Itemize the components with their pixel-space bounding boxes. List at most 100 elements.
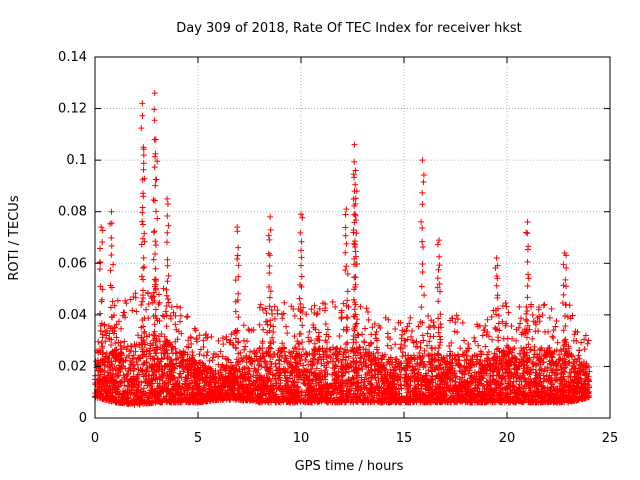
roti-point <box>308 306 315 313</box>
roti-point <box>495 320 502 327</box>
roti-point <box>278 348 285 355</box>
roti-point <box>312 326 319 333</box>
roti-point <box>364 308 371 315</box>
roti-point <box>121 382 128 389</box>
roti-point <box>411 378 418 385</box>
data-points <box>92 90 593 408</box>
roti-point <box>456 375 463 382</box>
roti-point <box>359 331 366 338</box>
roti-point <box>256 304 263 311</box>
roti-point <box>177 318 184 325</box>
roti-point <box>475 369 482 376</box>
roti-point <box>161 313 168 320</box>
roti-point <box>257 301 264 308</box>
roti-point <box>340 300 347 307</box>
roti-point <box>553 317 560 324</box>
roti-point <box>508 322 515 329</box>
roti-point <box>392 341 399 348</box>
roti-point <box>256 321 263 328</box>
roti-point <box>585 364 592 371</box>
roti-point <box>415 369 422 376</box>
roti-point <box>576 355 583 362</box>
roti-point <box>547 391 554 398</box>
roti-point <box>527 346 534 353</box>
roti-point <box>242 343 249 350</box>
roti-point <box>136 371 143 378</box>
roti-point <box>399 349 406 356</box>
roti-point <box>410 339 417 346</box>
roti-point <box>303 311 310 318</box>
roti-point <box>363 305 370 312</box>
roti-point <box>421 347 428 354</box>
roti-point <box>334 375 341 382</box>
roti-point <box>361 339 368 346</box>
roti-point <box>552 323 559 330</box>
roti-point <box>311 302 318 309</box>
roti-point <box>291 312 298 319</box>
roti-point <box>284 330 291 337</box>
roti-point <box>406 320 413 327</box>
roti-point <box>560 342 567 349</box>
roti-point <box>318 367 325 374</box>
roti-point <box>517 320 524 327</box>
roti-point <box>362 360 369 367</box>
roti-point <box>148 295 155 302</box>
roti-point <box>446 366 453 373</box>
roti-point <box>387 366 394 373</box>
roti-point <box>554 339 561 346</box>
roti-point <box>112 340 119 347</box>
roti-point <box>415 323 422 330</box>
roti-point <box>206 357 213 364</box>
roti-point <box>113 346 120 353</box>
roti-point <box>534 314 541 321</box>
roti-point <box>518 347 525 354</box>
roti-point <box>269 334 276 341</box>
roti-point <box>359 366 366 373</box>
roti-point <box>451 328 458 335</box>
roti-point <box>95 338 102 345</box>
roti-point <box>111 379 118 386</box>
roti-point <box>523 334 530 341</box>
roti-point <box>489 336 496 343</box>
roti-point <box>271 315 278 322</box>
roti-point <box>392 326 399 333</box>
roti-point <box>165 299 172 306</box>
roti-point <box>436 342 443 349</box>
roti-point <box>535 328 542 335</box>
roti-point <box>499 302 506 309</box>
roti-point <box>273 380 280 387</box>
roti-point <box>459 319 466 326</box>
roti-point <box>114 297 121 304</box>
roti-point <box>540 372 547 379</box>
roti-point <box>172 321 179 328</box>
roti-point <box>224 356 231 363</box>
roti-point <box>324 345 331 352</box>
roti-point <box>306 328 313 335</box>
roti-point <box>259 340 266 347</box>
roti-point <box>329 299 336 306</box>
roti-point <box>399 353 406 360</box>
roti-point <box>409 327 416 334</box>
roti-point <box>408 333 415 340</box>
roti-point <box>243 359 250 366</box>
roti-point <box>138 367 145 374</box>
roti-point <box>155 291 162 298</box>
roti-point <box>268 307 275 314</box>
roti-point <box>337 345 344 352</box>
roti-point <box>168 304 175 311</box>
roti-point <box>146 332 153 339</box>
roti-point <box>585 337 592 344</box>
roti-point <box>96 347 103 354</box>
roti-point <box>133 358 140 365</box>
roti-point <box>495 372 502 379</box>
roti-point <box>339 372 346 379</box>
roti-point <box>452 319 459 326</box>
roti-point <box>135 366 142 373</box>
roti-point <box>291 345 298 352</box>
roti-point <box>536 318 543 325</box>
roti-point <box>217 348 224 355</box>
roti-point <box>571 331 578 338</box>
roti-point <box>324 359 331 366</box>
roti-point <box>575 352 582 359</box>
roti-point <box>272 360 279 367</box>
